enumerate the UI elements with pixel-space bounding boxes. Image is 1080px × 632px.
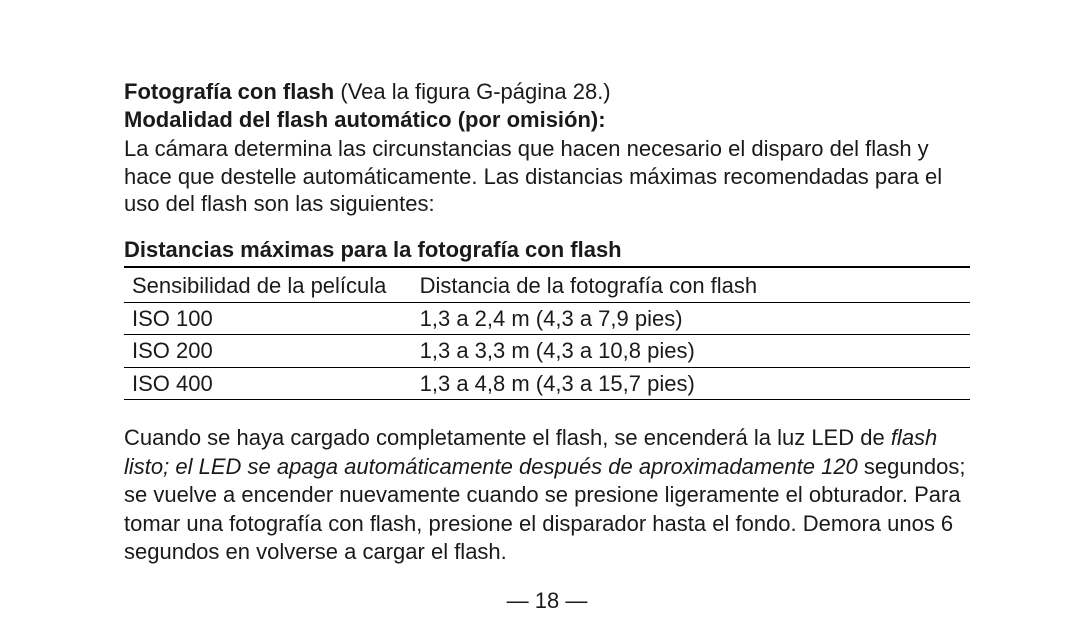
page: Fotografía con flash (Vea la figura G-pá… [0,0,1080,632]
intro-paragraph: La cámara determina las circunstancias q… [124,135,970,218]
table-title-wrap: Distancias máximas para la fotografía co… [124,236,970,269]
table-cell: 1,3 a 4,8 m (4,3 a 15,7 pies) [412,367,970,400]
subtitle: Modalidad del flash automático (por omis… [124,106,970,134]
table-row: ISO 100 1,3 a 2,4 m (4,3 a 7,9 pies) [124,302,970,335]
table-cell: 1,3 a 3,3 m (4,3 a 10,8 pies) [412,335,970,368]
after-part1: Cuando se haya cargado completamente el … [124,425,891,450]
table-cell: ISO 400 [124,367,412,400]
page-number: — 18 — [124,587,970,615]
title-line: Fotografía con flash (Vea la figura G-pá… [124,78,970,106]
table-cell: ISO 100 [124,302,412,335]
title-rest: (Vea la figura G-página 28.) [334,79,610,104]
table-row: Sensibilidad de la película Distancia de… [124,270,970,302]
table-row: ISO 400 1,3 a 4,8 m (4,3 a 15,7 pies) [124,367,970,400]
after-paragraph: Cuando se haya cargado completamente el … [124,424,970,567]
table-cell: 1,3 a 2,4 m (4,3 a 7,9 pies) [412,302,970,335]
table-title-rule [124,264,970,268]
title-bold: Fotografía con flash [124,79,334,104]
table-cell: ISO 200 [124,335,412,368]
table-header-col1: Sensibilidad de la película [124,270,412,302]
table-row: ISO 200 1,3 a 3,3 m (4,3 a 10,8 pies) [124,335,970,368]
table-title: Distancias máximas para la fotografía co… [124,236,622,264]
flash-distance-table: Sensibilidad de la película Distancia de… [124,270,970,400]
table-header-col2: Distancia de la fotografía con flash [412,270,970,302]
